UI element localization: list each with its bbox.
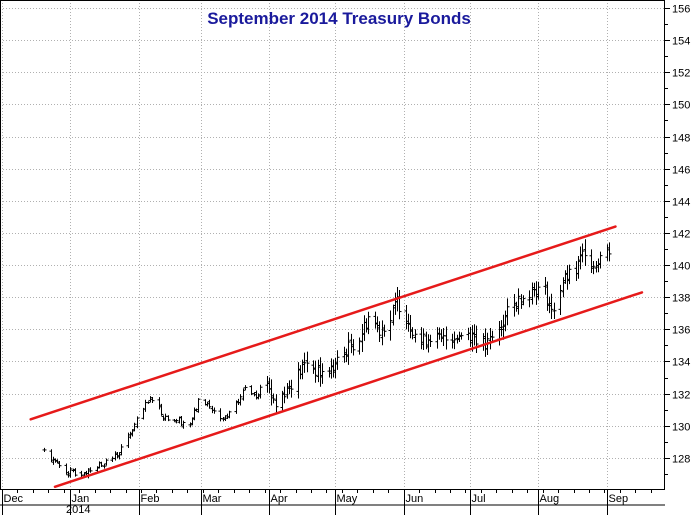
price-bar [174,418,179,424]
price-bar [88,467,93,473]
price-bar [132,422,137,432]
chart-title: September 2014 Treasury Bonds [207,9,471,28]
y-tick-label: 136 [672,325,690,337]
x-tick-label: Sep [609,493,629,505]
x-tick-label: Feb [141,493,160,505]
price-bar [410,327,415,340]
price-bar [377,321,382,342]
price-bar [104,458,109,466]
price-bar [320,363,325,384]
y-tick-label: 144 [672,197,690,209]
price-bar [271,393,276,404]
price-bar [159,403,164,416]
plot-frame [0,0,665,506]
price-bar [527,290,532,308]
price-bars [42,239,612,479]
price-bar [607,242,612,262]
price-bar [357,337,362,355]
price-bar [241,388,246,401]
price-bar [366,311,371,335]
price-bar [289,379,294,398]
y-tick-label: 156 [672,4,690,16]
price-bar [73,468,78,477]
price-bar [558,284,563,316]
price-bar [536,281,541,300]
x-tick-label: Dec [4,493,24,505]
price-bar [119,444,124,456]
y-tick-label: 132 [672,390,690,402]
price-bar [282,386,287,404]
y-tick-label: 146 [672,165,690,177]
price-bar [521,295,526,306]
x-tick-label: Jan [72,493,90,505]
plot-background [0,0,665,490]
price-bar [444,326,449,350]
price-bar [583,239,588,267]
y-tick-label: 130 [672,422,690,434]
y-tick-label: 152 [672,68,690,80]
y-tick-label: 140 [672,261,690,273]
price-bar [505,298,510,326]
price-bar [207,399,212,409]
trend-channel [29,225,644,489]
y-tick-label: 138 [672,293,690,305]
price-bar [388,310,393,341]
price-bar [591,261,596,275]
price-bar [238,394,243,406]
channel-upper-line [29,225,617,421]
price-bar [227,410,232,419]
price-bar [243,385,248,391]
price-bar [212,407,217,414]
grid [0,0,665,490]
price-bar [135,416,140,429]
price-bar [196,398,201,413]
price-bar [552,302,557,320]
x-axis-year-label: 2014 [66,504,90,515]
price-bar [580,243,585,263]
x-axis: Dec Jan Feb Mar Apr May Jun Jul Aug Sep [2,490,652,515]
y-tick-label: 142 [672,229,690,241]
y-tick-label: 134 [672,357,690,369]
price-bar [598,251,603,269]
y-tick-label: 148 [672,133,690,145]
price-bar [421,328,426,350]
price-bar [516,288,521,315]
channel-lower-line [53,291,644,489]
price-bar [274,394,279,413]
price-bar [459,332,464,340]
price-bar [305,351,310,373]
price-bar [42,447,47,453]
price-bar [302,352,307,373]
price-bar [57,460,62,469]
x-tick-label: Mar [203,493,222,505]
price-bar [102,463,107,469]
price-bar [146,401,151,404]
price-bar [382,324,387,337]
y-axis: 128 130 132 134 136 138 140 142 144 146 148 150 152 1… [665,4,690,475]
price-bar [181,420,186,429]
price-bar [567,264,572,285]
price-bar [428,334,433,347]
x-tick-label: Jul [472,493,486,505]
price-bar [346,332,351,365]
y-tick-label: 150 [672,100,690,112]
price-bar [258,384,263,399]
price-bar [351,339,356,356]
x-tick-label: Jun [406,493,424,505]
price-bar [452,331,457,350]
x-tick-label: May [337,493,358,505]
price-bar [413,329,418,343]
price-bar [313,360,318,383]
price-bar [68,467,73,478]
y-tick-label: 128 [672,454,690,466]
y-tick-label: 154 [672,36,690,48]
price-bar [549,293,554,320]
price-bar [150,396,155,404]
x-tick-label: Aug [540,493,560,505]
price-bar [335,350,340,370]
price-bar [166,415,171,422]
x-tick-label: Apr [271,493,288,505]
